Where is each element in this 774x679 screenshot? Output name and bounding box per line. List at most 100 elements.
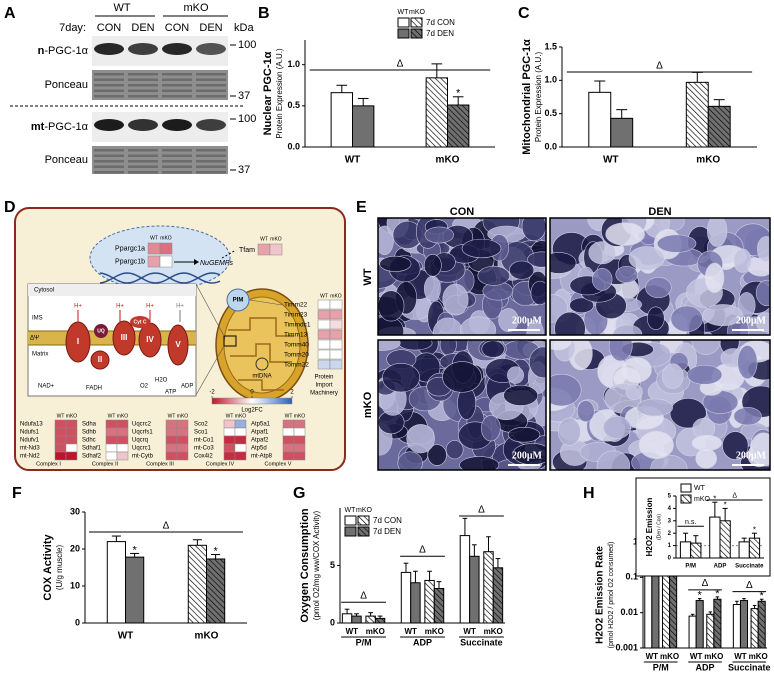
legend-label: 7d CON (373, 516, 402, 525)
chart-title: H2O2 Emission Rate (595, 546, 606, 644)
heat-header: WT (260, 236, 268, 242)
fiber (591, 267, 613, 291)
inset-frame (635, 477, 771, 577)
significance-star: * (132, 544, 137, 556)
legend-swatch (397, 28, 410, 39)
row-label: Ponceau (45, 79, 88, 91)
membrane-label: ATP (165, 390, 176, 396)
y-tick-label: 30 (70, 506, 80, 516)
column-label: DEN (648, 206, 671, 218)
chart-title: Mitochondrial PGC-1α (521, 39, 533, 155)
gene-label: Sco2 (194, 422, 208, 428)
etc-complex (90, 350, 110, 370)
etc-complex (138, 322, 162, 358)
gene-label: Tomm22 (284, 362, 309, 369)
heat-cell (105, 451, 118, 461)
annotation: Δ (732, 493, 737, 500)
day-label: 7day: (59, 22, 86, 34)
gene-label: Uqcrc2 (132, 422, 152, 428)
proton-label: H+ (146, 304, 154, 310)
ponceau-band (196, 160, 226, 163)
heat-cell (329, 329, 343, 340)
bar (425, 77, 448, 148)
annotation: Δ (478, 504, 485, 515)
legend-swatch (357, 526, 370, 537)
bar (713, 598, 722, 649)
ponceau-band (196, 84, 226, 87)
fiber (382, 363, 421, 393)
bar (469, 555, 480, 624)
y-axis-label: (Den / Con) (656, 514, 662, 540)
fiber (755, 312, 770, 333)
x-tick-label: WT (603, 155, 619, 166)
bar (738, 541, 750, 559)
ponceau-band (94, 89, 124, 92)
complex-name: Complex III (146, 461, 174, 467)
fiber (550, 252, 577, 274)
fiber (749, 432, 770, 467)
gene-label: Sdhaf1 (82, 446, 102, 452)
bar (400, 571, 412, 624)
y-tick-label: 1.5 (544, 41, 557, 51)
y-tick-label: 2 (668, 531, 672, 537)
fiber (576, 400, 595, 423)
panel-label: D (4, 199, 16, 216)
annotation: Δ (419, 545, 426, 556)
fiber (704, 262, 725, 294)
heat-cell (65, 419, 78, 429)
heat-header: mKO (330, 293, 342, 299)
group-label: Succinate (728, 662, 771, 672)
x-tick-label: mKO (425, 627, 444, 636)
row-label-prefix: n (38, 45, 45, 57)
gene-label: Sco1 (194, 430, 208, 436)
heat-cell (54, 419, 67, 429)
y-tick-label: 0.0 (287, 141, 300, 151)
unit-label: kDa (234, 22, 254, 34)
heat-cell (293, 427, 306, 437)
fiber (670, 305, 703, 333)
protein-band (196, 43, 226, 55)
y-tick-label: 0.5 (544, 108, 557, 118)
gene-label: mt-Cytb (132, 454, 154, 460)
heat-cell (317, 349, 331, 360)
x-tick-label: WT (646, 652, 659, 661)
membrane-label: NAD+ (38, 384, 55, 390)
fiber (554, 311, 586, 335)
y-tick-label: 4 (668, 506, 672, 512)
heat-cell (165, 451, 178, 461)
significance-star: * (456, 88, 461, 100)
ponceau-band (196, 73, 226, 76)
fiber (695, 448, 718, 469)
x-tick-label: WT (404, 627, 417, 636)
gene-label: Sdhb (82, 430, 97, 436)
heat-cell (176, 419, 189, 429)
fiber (605, 222, 645, 246)
scale-label: 200μM (736, 450, 767, 461)
fiber (661, 363, 684, 389)
heat-header: WT (285, 413, 293, 419)
y-axis-label: Protein Expression (A.U.) (534, 52, 543, 143)
gene-label: mt-Co1 (194, 438, 214, 444)
ponceau-band (196, 165, 226, 168)
marker-label: 100 (238, 113, 256, 125)
bar (424, 579, 435, 624)
legend-swatch (680, 494, 692, 504)
fiber (378, 340, 401, 351)
gene-label: Atpaf2 (251, 438, 269, 444)
ponceau-band (196, 95, 226, 98)
legend-header: WT (345, 507, 357, 514)
gene-label: mt-Atp8 (251, 454, 273, 460)
y-tick-label: 0.1 (625, 572, 638, 582)
y-tick-label: 5 (330, 560, 335, 570)
heat-cell (329, 359, 343, 370)
nugemps-label: NuGEMPs (200, 260, 234, 267)
gene-label: Cox4i2 (194, 454, 213, 460)
heat-header: mKO (160, 235, 172, 241)
ponceau-band (196, 89, 226, 92)
y-axis-label: (pmol O2/mg ww/COX Activity) (312, 510, 321, 620)
heat-cell (159, 255, 173, 268)
fiber (615, 265, 638, 284)
fiber (650, 454, 688, 470)
heat-cell (234, 419, 247, 429)
